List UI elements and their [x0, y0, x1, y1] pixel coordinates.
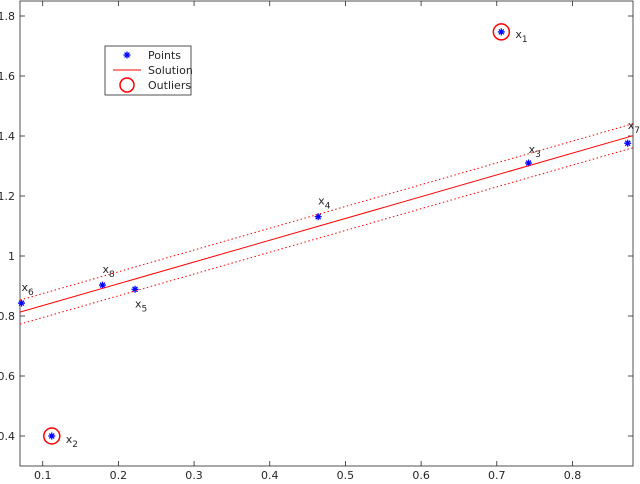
y-tick-label: 1.8: [0, 10, 15, 23]
y-tick-label: 0.6: [0, 370, 15, 383]
y-tick-label: 0.8: [0, 310, 15, 323]
marker-stroke: [525, 160, 532, 166]
x-tick-label: 0.8: [564, 469, 582, 482]
marker-stroke: [124, 52, 130, 58]
point-label: x8: [102, 263, 115, 280]
legend-label: Points: [148, 49, 181, 62]
outlier-circle: [43, 427, 61, 445]
point-label-sub: 7: [634, 126, 640, 136]
legend-label: Outliers: [148, 79, 191, 92]
point-label-base: x: [628, 119, 635, 132]
x-tick-label: 0.4: [261, 469, 279, 482]
y-tick-label: 0.4: [0, 430, 15, 443]
point-label: x1: [515, 28, 527, 45]
point: [131, 285, 139, 293]
solution-line: [19, 135, 634, 313]
legend-symbol: [123, 51, 131, 59]
point: [98, 281, 106, 289]
x-tick-label: 0.1: [34, 469, 52, 482]
point-label-sub: 6: [28, 288, 34, 298]
y-tick-label: 1: [8, 250, 15, 263]
marker-stroke: [498, 28, 505, 35]
point: [48, 432, 56, 440]
point-label-base: x: [529, 143, 536, 156]
point: [18, 299, 26, 307]
point-label-base: x: [66, 433, 73, 446]
legend-circle: [119, 77, 135, 93]
point-label: x4: [318, 195, 331, 212]
point-label-base: x: [22, 281, 29, 294]
point-label-sub: 4: [325, 202, 331, 212]
marker-stroke: [18, 300, 25, 307]
point: [497, 28, 505, 36]
marker-stroke: [99, 282, 106, 289]
point-label-base: x: [515, 28, 522, 41]
y-tick-label: 1.4: [0, 130, 15, 143]
point-label-sub: 5: [142, 304, 148, 314]
point-label: x3: [529, 143, 541, 160]
marker-stroke: [132, 286, 138, 293]
y-tick-label: 1.2: [0, 190, 15, 203]
point-label-base: x: [135, 297, 142, 310]
point-label-base: x: [318, 195, 325, 208]
point-label-sub: 3: [535, 150, 541, 160]
point-label-sub: 2: [72, 440, 78, 450]
marker-stroke: [48, 433, 55, 439]
point-label: x7: [628, 119, 640, 136]
x-tick-label: 0.3: [185, 469, 203, 482]
point: [624, 139, 632, 147]
x-tick-label: 0.5: [337, 469, 355, 482]
y-tick-label: 1.6: [0, 70, 15, 83]
x-tick-label: 0.7: [488, 469, 506, 482]
marker-stroke: [315, 213, 322, 220]
point-label: x5: [135, 297, 147, 314]
marker-stroke: [624, 140, 631, 147]
point-label-sub: 1: [522, 35, 528, 45]
x-tick-label: 0.6: [412, 469, 430, 482]
x-tick-label: 0.2: [110, 469, 128, 482]
legend-symbol: [119, 77, 135, 93]
outlier-circle: [492, 23, 511, 41]
point-label-sub: 8: [109, 270, 115, 280]
point-label: x2: [66, 433, 78, 450]
legend-label: Solution: [148, 64, 193, 77]
point-label-base: x: [102, 263, 109, 276]
point-label: x6: [22, 281, 35, 298]
